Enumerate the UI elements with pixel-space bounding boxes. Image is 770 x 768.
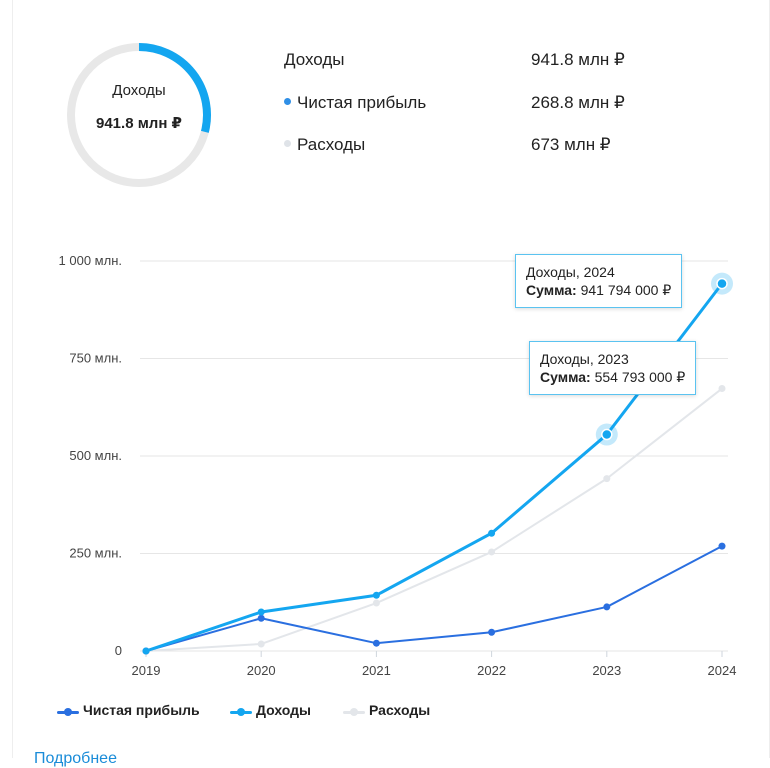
y-tick-label: 750 млн.: [69, 351, 122, 366]
data-point: [372, 591, 380, 599]
data-point: [372, 639, 380, 647]
legend-line-icon: [230, 708, 252, 716]
summary-value-revenue: 941.8 млн ₽: [531, 50, 625, 69]
tooltip-key: Сумма:: [526, 282, 577, 298]
data-point: [142, 647, 150, 655]
donut-value: 941.8 млн ₽: [96, 115, 182, 132]
more-details-link[interactable]: Подробнее: [34, 750, 117, 767]
highlight-point: [716, 277, 728, 290]
legend-item-expenses[interactable]: Расходы: [343, 702, 430, 718]
summary-row-net-profit: Чистая прибыль: [284, 93, 426, 113]
x-tick-label: 2023: [592, 663, 621, 678]
data-point: [718, 385, 726, 393]
data-point: [488, 548, 496, 556]
tooltip-value: 554 793 000 ₽: [594, 369, 686, 385]
series-line-2: [145, 387, 723, 652]
tooltip-revenue-2024: Доходы, 2024 Сумма: 941 794 000 ₽: [515, 254, 683, 308]
series-line-0: [145, 545, 723, 652]
x-tick-label: 2019: [132, 663, 161, 678]
y-tick-label: 250 млн.: [69, 546, 122, 561]
legend-dot-icon: [237, 708, 245, 716]
legend-line-icon: [343, 708, 365, 716]
tooltip-title: Доходы, 2024: [526, 264, 615, 280]
legend-item-net-profit[interactable]: Чистая прибыль: [57, 702, 200, 718]
donut-arc: [138, 43, 211, 133]
legend-label: Расходы: [369, 702, 431, 718]
legend-label: Доходы: [256, 702, 311, 718]
donut-label: Доходы: [112, 82, 166, 99]
tooltip-title: Доходы, 2023: [540, 351, 629, 367]
summary-label: Чистая прибыль: [297, 93, 427, 112]
data-point: [372, 599, 380, 607]
highlight-point: [601, 428, 613, 441]
line-chart: 1 000 млн. 750 млн. 500 млн. 250 млн. 0 2019 2…: [59, 253, 737, 678]
series-line-1: [145, 282, 724, 653]
data-point: [257, 640, 265, 648]
tooltip-value: 941 794 000 ₽: [580, 282, 672, 298]
x-tick-label: 2022: [477, 663, 506, 678]
net-profit-dot-icon: [284, 98, 291, 106]
data-point: [257, 614, 265, 622]
legend-dot-icon: [350, 708, 358, 716]
legend-dot-icon: [64, 708, 72, 716]
expenses-dot-icon: [284, 140, 291, 148]
summary-label: Расходы: [297, 135, 366, 154]
data-point: [488, 529, 496, 537]
summary-value-net-profit: 268.8 млн ₽: [531, 93, 625, 112]
summary-row-expenses: Расходы: [284, 135, 365, 155]
revenue-donut: [67, 43, 211, 187]
summary-row-revenue: Доходы: [284, 50, 345, 70]
tooltip-revenue-2023: Доходы, 2023 Сумма: 554 793 000 ₽: [529, 341, 697, 395]
x-tick-label: 2020: [247, 663, 276, 678]
summary-label: Доходы: [284, 50, 345, 69]
data-point: [718, 542, 726, 550]
data-point: [603, 475, 611, 483]
summary-value-expenses: 673 млн ₽: [531, 135, 611, 154]
x-tick-label: 2021: [362, 663, 391, 678]
legend-item-revenue[interactable]: Доходы: [230, 702, 311, 718]
y-tick-label: 500 млн.: [69, 448, 122, 463]
y-tick-label: 0: [115, 643, 122, 658]
legend-line-icon: [57, 708, 79, 716]
y-tick-label: 1 000 млн.: [59, 253, 122, 268]
data-point: [257, 608, 265, 616]
x-tick-label: 2024: [708, 663, 737, 678]
tooltip-key: Сумма:: [540, 369, 591, 385]
data-point: [603, 603, 611, 611]
data-point: [488, 628, 496, 636]
legend-label: Чистая прибыль: [83, 702, 200, 718]
